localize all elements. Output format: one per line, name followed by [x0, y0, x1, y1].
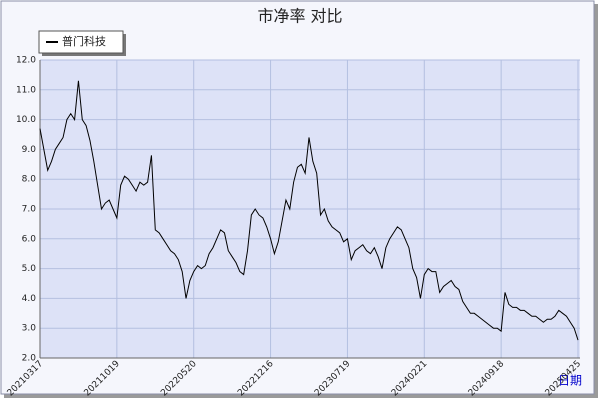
- series-line: [39, 80, 579, 341]
- y-tick-label: 12.0: [16, 56, 36, 66]
- y-tick-label: 11.0: [16, 85, 36, 95]
- y-tick-label: 5.0: [22, 264, 37, 274]
- y-tick-label: 7.0: [22, 205, 37, 215]
- y-tick-label: 6.0: [22, 234, 37, 244]
- y-tick-label: 9.0: [22, 145, 37, 155]
- y-tick-label: 10.0: [16, 115, 36, 125]
- chart-title: 市净率 对比: [257, 7, 342, 26]
- y-tick-label: 2.0: [22, 354, 37, 364]
- y-tick-label: 3.0: [22, 324, 37, 334]
- legend: [38, 30, 124, 54]
- x-axis-label: 日期: [558, 374, 582, 388]
- y-tick-label: 8.0: [22, 175, 37, 185]
- y-tick-label: 4.0: [22, 294, 37, 304]
- legend-label: 普门科技: [62, 34, 106, 48]
